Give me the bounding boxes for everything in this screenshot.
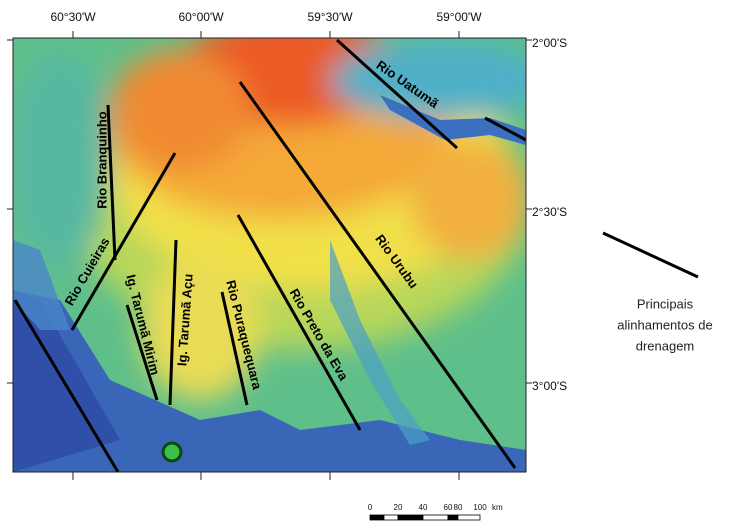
scale-segment [384, 515, 398, 520]
scale-label: 80 [454, 503, 463, 512]
scale-label: 100 [473, 503, 487, 512]
legend-line [603, 233, 698, 277]
scale-segment [423, 515, 448, 520]
latitude-label: 3°00'S [532, 379, 567, 393]
elevation-map [10, 15, 550, 472]
scale-label: 20 [394, 503, 403, 512]
map-figure: 60°30'W 60°00'W 59°30'W 59°00'W 2°00'S 2°30'S… [0, 0, 737, 526]
scale-segment [398, 515, 423, 520]
longitude-label: 59°30'W [307, 10, 353, 24]
scale-unit: km [492, 503, 503, 512]
scale-label: 60 [444, 503, 453, 512]
river-label: Rio Branquinho [94, 111, 109, 209]
legend-text: drenagem [636, 338, 695, 353]
scale-label: 40 [419, 503, 428, 512]
legend-text: alinhamentos de [617, 317, 712, 332]
scale-label: 0 [368, 503, 373, 512]
scale-segment [448, 515, 458, 520]
longitude-label: 59°00'W [436, 10, 482, 24]
scale-segment [370, 515, 384, 520]
latitude-label: 2°30'S [532, 205, 567, 219]
latitude-label: 2°00'S [532, 36, 567, 50]
longitude-label: 60°30'W [50, 10, 96, 24]
scale-segment [458, 515, 480, 520]
longitude-label: 60°00'W [178, 10, 224, 24]
location-marker [163, 443, 181, 461]
legend-text: Principais [637, 296, 694, 311]
